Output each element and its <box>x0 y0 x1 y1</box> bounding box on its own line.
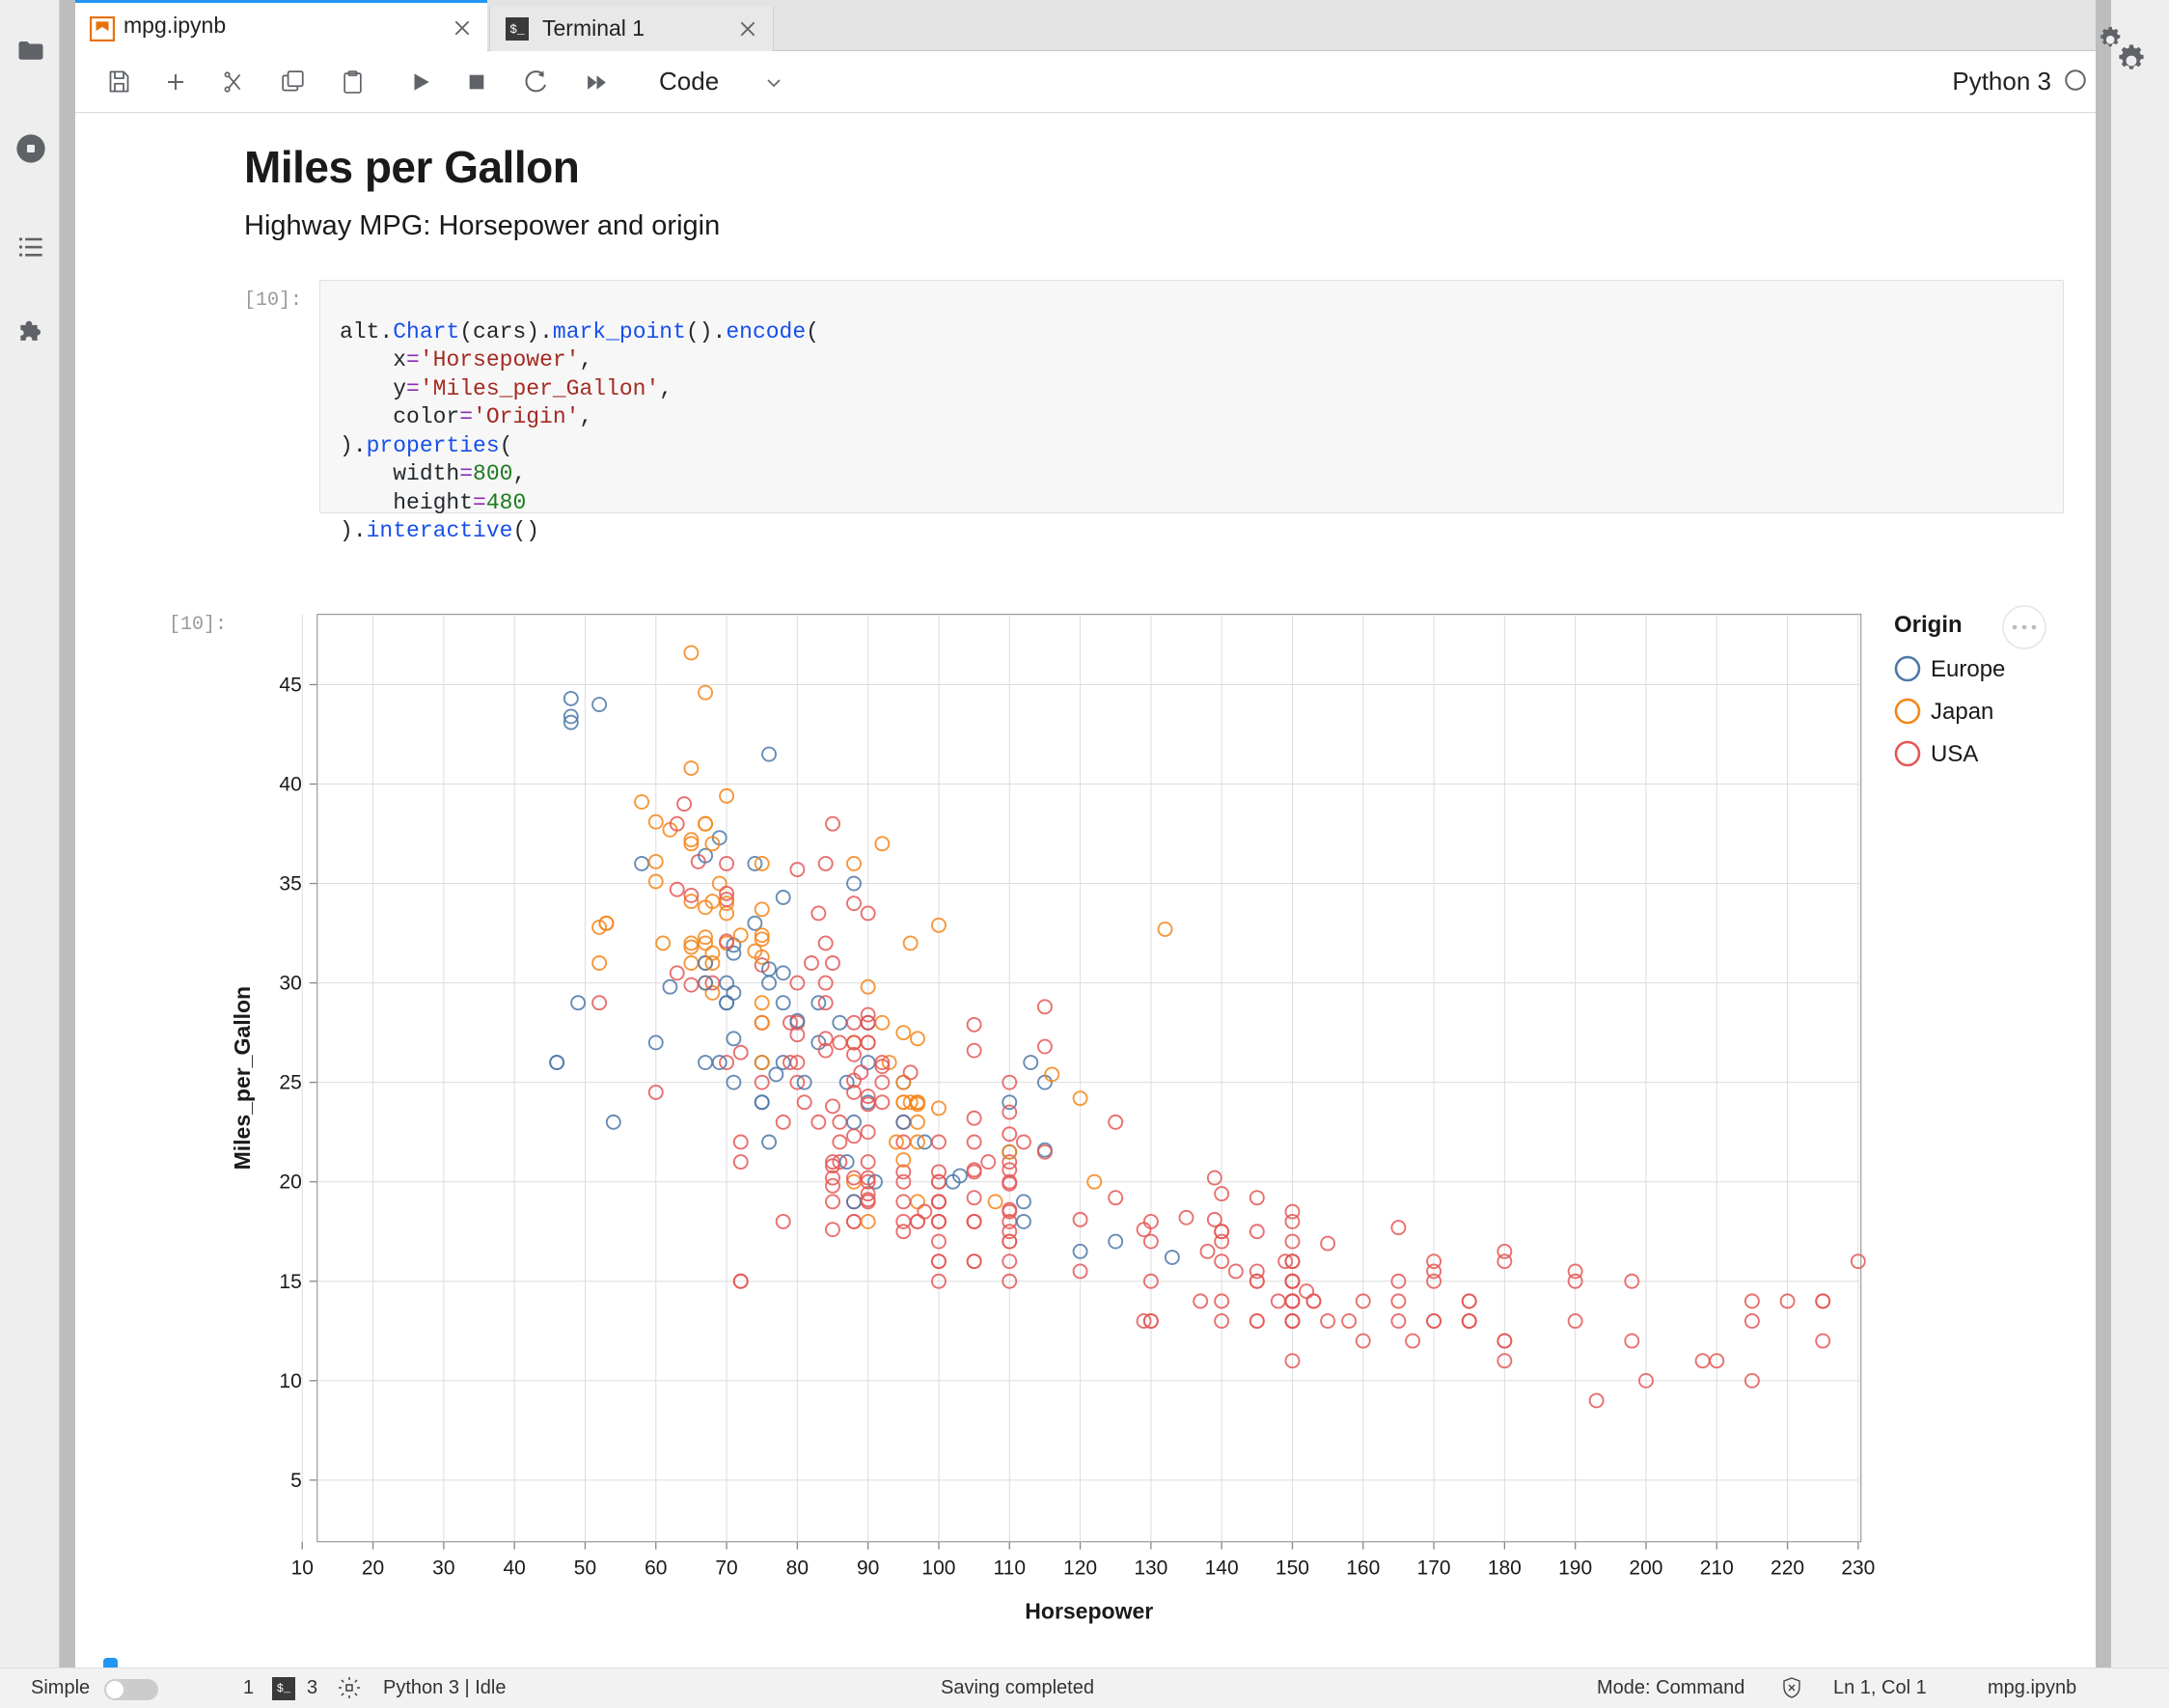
svg-text:10: 10 <box>279 1370 301 1392</box>
svg-text:160: 160 <box>1346 1557 1380 1580</box>
svg-text:5: 5 <box>290 1470 302 1492</box>
svg-text:150: 150 <box>1276 1557 1309 1580</box>
svg-text:140: 140 <box>1205 1557 1239 1580</box>
svg-text:30: 30 <box>279 973 301 995</box>
svg-text:190: 190 <box>1558 1557 1592 1580</box>
svg-text:Miles_per_Gallon: Miles_per_Gallon <box>230 986 255 1170</box>
svg-text:Origin: Origin <box>1894 612 1963 638</box>
svg-text:230: 230 <box>1841 1557 1875 1580</box>
svg-text:60: 60 <box>645 1557 667 1580</box>
svg-text:35: 35 <box>279 873 301 895</box>
svg-text:Europe: Europe <box>1931 656 2005 682</box>
svg-text:45: 45 <box>279 674 301 696</box>
svg-text:40: 40 <box>279 774 301 796</box>
svg-text:20: 20 <box>279 1171 301 1194</box>
svg-text:110: 110 <box>994 1557 1026 1580</box>
svg-text:30: 30 <box>432 1557 454 1580</box>
svg-text:25: 25 <box>279 1072 301 1094</box>
svg-text:20: 20 <box>362 1557 384 1580</box>
svg-text:170: 170 <box>1417 1557 1451 1580</box>
svg-text:80: 80 <box>786 1557 809 1580</box>
svg-text:Horsepower: Horsepower <box>1025 1599 1153 1624</box>
svg-text:USA: USA <box>1931 741 1978 767</box>
svg-text:15: 15 <box>279 1271 301 1293</box>
svg-text:180: 180 <box>1488 1557 1522 1580</box>
svg-text:70: 70 <box>715 1557 737 1580</box>
svg-text:50: 50 <box>574 1557 596 1580</box>
svg-text:200: 200 <box>1629 1557 1662 1580</box>
svg-text:100: 100 <box>921 1557 955 1580</box>
svg-text:120: 120 <box>1063 1557 1097 1580</box>
svg-text:220: 220 <box>1771 1557 1804 1580</box>
svg-text:10: 10 <box>291 1557 314 1580</box>
svg-text:Japan: Japan <box>1931 699 1993 725</box>
svg-text:130: 130 <box>1134 1557 1167 1580</box>
svg-text:90: 90 <box>857 1557 879 1580</box>
svg-text:210: 210 <box>1700 1557 1734 1580</box>
svg-text:40: 40 <box>503 1557 525 1580</box>
